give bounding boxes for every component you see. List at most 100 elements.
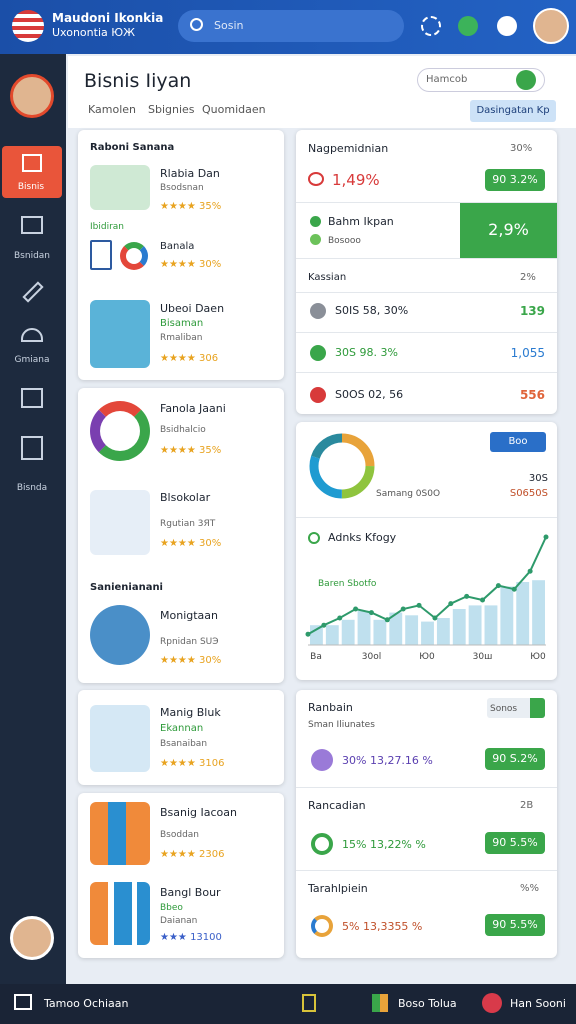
footer-label[interactable]: Han Sooni <box>510 997 566 1010</box>
card-sub: Sman Iliunates <box>308 720 375 730</box>
item-sub: Bsodsnan <box>160 183 204 193</box>
bar <box>405 615 419 645</box>
item-name[interactable]: Manig Bluk <box>160 706 221 719</box>
footer-label[interactable]: Tamoo Ochiaan <box>44 997 129 1010</box>
line-point <box>321 622 327 628</box>
item-name[interactable]: Rlabia Dan <box>160 167 220 180</box>
chart-annotation: Baren Sbotfo <box>318 579 377 589</box>
search-placeholder[interactable]: Sosin <box>214 19 244 32</box>
sidebar-item[interactable]: Bisnis <box>17 182 45 192</box>
stat-label: Samang 0S0O <box>376 489 441 499</box>
page-search[interactable] <box>417 68 545 92</box>
row-icon <box>310 387 326 403</box>
item-sub: Bsanaiban <box>160 739 208 749</box>
chart-button-label[interactable]: Boo <box>508 436 528 447</box>
row-icon <box>310 303 326 319</box>
settings-icon[interactable] <box>421 16 441 36</box>
divider <box>296 332 557 333</box>
tab[interactable]: Quomidaen <box>202 103 266 116</box>
divider <box>296 258 557 259</box>
divider <box>296 292 557 293</box>
primary-button[interactable] <box>470 100 556 122</box>
search-box[interactable] <box>178 10 404 42</box>
row-value: 1,055 <box>510 346 545 360</box>
bar <box>436 618 450 645</box>
dropdown-arrow[interactable] <box>530 698 545 718</box>
sidebar-item[interactable]: Bisnda <box>16 483 48 493</box>
dropdown-label[interactable]: Sonos <box>490 704 518 714</box>
page-search-placeholder[interactable]: Hamcob <box>426 74 468 85</box>
globe-icon[interactable] <box>458 16 478 36</box>
item-name[interactable]: Blsokolar <box>160 491 211 504</box>
row-pill: 90 5.5% <box>485 832 545 854</box>
line-point <box>305 631 311 637</box>
card-title: Ranbain <box>308 701 353 714</box>
status-dot <box>310 234 321 245</box>
illustration <box>90 300 150 368</box>
tab[interactable]: Kamolen <box>88 103 137 116</box>
donut-segment <box>309 433 375 499</box>
sidebar-avatar[interactable] <box>10 74 54 118</box>
home-icon[interactable] <box>14 994 32 1010</box>
line-point <box>543 534 549 540</box>
bar-illustration <box>90 882 150 945</box>
card-pct: 30% <box>510 143 533 154</box>
sidebar <box>0 54 66 984</box>
brand: Maudoni Ikonkia <box>52 11 164 25</box>
bar <box>421 621 434 645</box>
line-point <box>368 610 374 616</box>
nav-icon[interactable] <box>21 388 43 408</box>
chart-title: Adnks Kfogy <box>328 531 397 544</box>
doc-icon[interactable] <box>302 994 316 1012</box>
highlight-name: Bahm Ikpan <box>328 215 394 228</box>
section-label: Ibidiran <box>90 222 125 232</box>
item-name[interactable]: Fanola Jaani <box>160 402 226 415</box>
bar <box>500 586 514 645</box>
donut-segment <box>309 433 375 499</box>
donut-segment <box>309 433 375 499</box>
row-text: S0IS 58, 30% <box>335 304 409 317</box>
donut-icon <box>120 242 148 270</box>
illustration <box>90 165 150 210</box>
primary-button-label[interactable]: Dasingatan Kp <box>476 105 550 116</box>
notification-icon[interactable] <box>497 16 517 36</box>
item-name[interactable]: Banala <box>160 241 195 252</box>
row-icon <box>310 345 326 361</box>
divider <box>296 372 557 373</box>
footer-label[interactable]: Boso Tolua <box>398 997 457 1010</box>
row-pill: 90 S.2% <box>485 748 545 770</box>
illustration <box>90 490 150 555</box>
app-icon[interactable] <box>372 994 388 1012</box>
item-sub: Rgutian 3ЯТ <box>160 519 216 529</box>
item-sub: Rmaliban <box>160 333 203 343</box>
line-point <box>400 606 406 612</box>
item-rating: ★★★★ 306 <box>160 353 219 364</box>
avatar-illustration <box>90 605 150 665</box>
item-sub: Ekannan <box>160 723 204 734</box>
item-name[interactable]: Ubeoi Daen <box>160 302 225 315</box>
line-point <box>416 602 422 608</box>
item-name[interactable]: Bsanig Iacoan <box>160 806 237 819</box>
tab[interactable]: Sbignies <box>148 103 195 116</box>
highlight-block <box>460 203 557 258</box>
item-name[interactable]: Bangl Bour <box>160 886 221 899</box>
nav-icon <box>21 436 43 460</box>
sidebar-item[interactable]: Gmiana <box>14 355 50 365</box>
go-icon[interactable] <box>516 70 536 90</box>
item-name[interactable]: Monigtaan <box>160 609 218 622</box>
highlight-value: 2,9% <box>488 220 529 239</box>
highlight-sub: Bosooo <box>328 236 361 246</box>
app-icon[interactable] <box>482 993 502 1013</box>
sidebar-avatar[interactable] <box>10 916 54 960</box>
nav-icon <box>21 216 43 234</box>
home-icon <box>22 154 42 172</box>
item-sub: Bbeo <box>160 903 183 913</box>
bar <box>389 612 403 645</box>
trend-icon <box>308 172 324 186</box>
status-dot <box>310 216 321 227</box>
chart-button[interactable] <box>490 432 546 452</box>
user-avatar[interactable] <box>533 8 569 44</box>
item-sub: Rpnidan SUЭ <box>160 637 219 647</box>
sidebar-item[interactable]: Bsnidan <box>14 251 50 261</box>
